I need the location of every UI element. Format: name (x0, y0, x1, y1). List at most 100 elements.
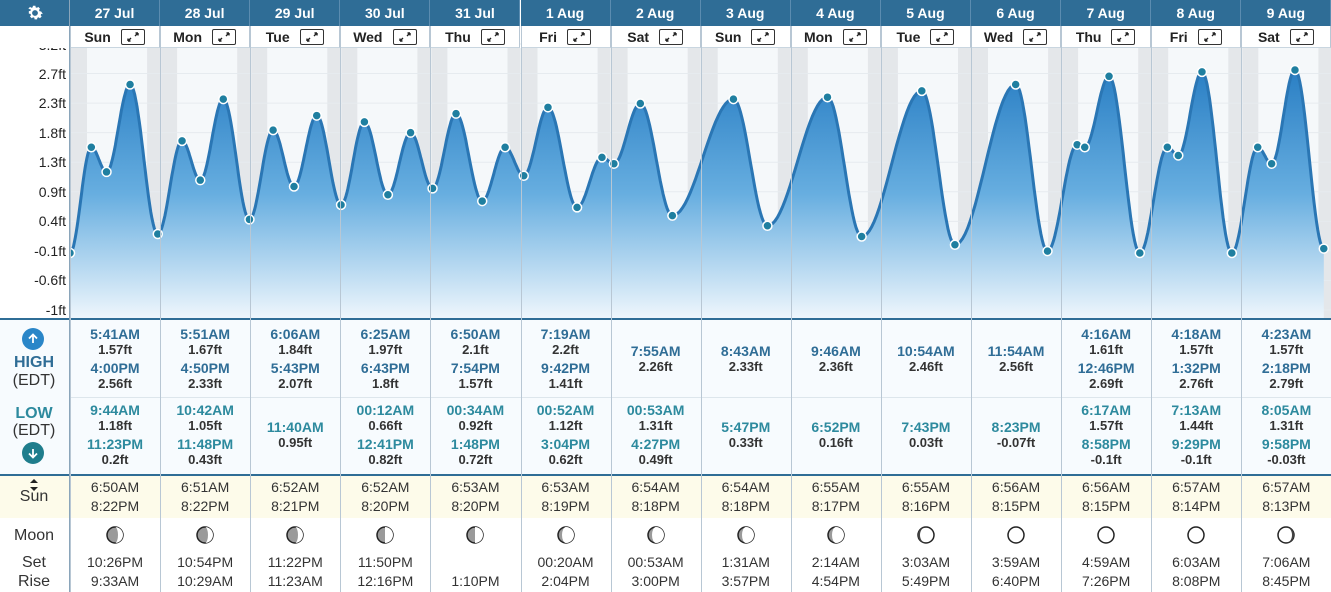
sunset-time: 8:17PM (811, 498, 860, 514)
tide-point[interactable] (1318, 243, 1330, 254)
day-of-week: Tue (265, 28, 290, 45)
tide-point[interactable] (124, 79, 136, 90)
expand-day-button[interactable] (480, 28, 505, 45)
tide-point[interactable] (608, 158, 620, 169)
high-tide-time: 5:41AM (90, 326, 140, 342)
tide-point[interactable] (1010, 79, 1021, 90)
expand-day-button[interactable] (212, 28, 237, 45)
tide-point[interactable] (1196, 66, 1208, 78)
day-date-header[interactable]: 2 Aug (610, 0, 701, 26)
expand-day-button[interactable] (299, 28, 324, 45)
tide-point[interactable] (359, 116, 370, 128)
day-date-header[interactable]: 31 Jul (430, 0, 521, 26)
tide-point[interactable] (450, 108, 462, 119)
day-date-header[interactable]: 7 Aug (1061, 0, 1152, 26)
tide-point[interactable] (1162, 141, 1173, 153)
moonrise-time: 8:45PM (1262, 573, 1311, 589)
day-date-header[interactable]: 9 Aug (1241, 0, 1331, 26)
day-date-header[interactable]: 6 Aug (971, 0, 1062, 26)
tide-point[interactable] (1134, 247, 1146, 259)
low-tide-time: 8:58PM (1081, 436, 1131, 452)
tide-point[interactable] (427, 183, 438, 194)
tide-point[interactable] (1103, 71, 1115, 82)
arrow-up-icon (28, 333, 38, 343)
tide-point[interactable] (728, 93, 739, 105)
sunrise-time: 6:52AM (361, 479, 410, 495)
day-date-header[interactable]: 30 Jul (340, 0, 431, 26)
y-tick-label: -1ft (45, 302, 66, 318)
tide-point[interactable] (244, 214, 255, 225)
expand-day-button[interactable] (392, 28, 417, 45)
low-scroll-button[interactable] (22, 442, 44, 464)
tide-point[interactable] (405, 127, 416, 138)
tide-point[interactable] (856, 231, 867, 242)
low-tide-time: 12:41PM (356, 436, 414, 452)
expand-day-button[interactable] (120, 28, 145, 45)
tide-point[interactable] (571, 202, 583, 213)
y-tick-label: 0.4ft (38, 213, 66, 230)
tide-point[interactable] (476, 195, 488, 207)
day-date-header[interactable]: 5 Aug (880, 0, 971, 26)
expand-day-button[interactable] (1289, 28, 1314, 45)
tide-point[interactable] (667, 210, 678, 221)
day-date-header[interactable]: 1 Aug (520, 0, 611, 26)
moonset-time: 11:50PM (357, 554, 413, 570)
tide-point[interactable] (176, 135, 188, 147)
day-date-header[interactable]: 29 Jul (250, 0, 341, 26)
tide-point[interactable] (542, 102, 554, 113)
tide-point[interactable] (916, 85, 928, 97)
expand-day-button[interactable] (842, 28, 867, 45)
tide-point[interactable] (1252, 141, 1263, 153)
day-date-header[interactable]: 3 Aug (700, 0, 791, 26)
tide-point[interactable] (152, 228, 164, 240)
tide-point[interactable] (218, 93, 229, 105)
tide-point[interactable] (1226, 247, 1238, 259)
low-tide-time: 00:53AM (626, 402, 685, 418)
tide-point[interactable] (949, 239, 961, 251)
tide-point[interactable] (1173, 150, 1184, 161)
tide-point[interactable] (635, 98, 646, 109)
tide-point[interactable] (518, 170, 530, 181)
tide-point[interactable] (1266, 158, 1277, 169)
expand-day-button[interactable] (566, 28, 591, 45)
tide-point[interactable] (596, 152, 608, 163)
tide-point[interactable] (822, 91, 833, 103)
expand-day-button[interactable] (1111, 28, 1136, 45)
expand-day-button[interactable] (1023, 28, 1048, 45)
expand-day-button[interactable] (659, 28, 684, 45)
expand-icon (1029, 31, 1041, 42)
day-date-header[interactable]: 27 Jul (70, 0, 161, 26)
tide-point[interactable] (311, 110, 322, 121)
day-date-header[interactable]: 4 Aug (790, 0, 881, 26)
tide-point[interactable] (1289, 64, 1301, 76)
tide-point[interactable] (86, 141, 97, 153)
low-timezone: (EDT) (12, 422, 56, 439)
high-tide-time: 12:46PM (1077, 360, 1135, 376)
expand-day-button[interactable] (1197, 28, 1222, 45)
high-tide-height: 2.46ft (908, 359, 943, 374)
expand-day-button[interactable] (751, 28, 776, 45)
tide-point[interactable] (288, 181, 300, 192)
tide-point[interactable] (499, 141, 511, 153)
day-date-header[interactable]: 8 Aug (1151, 0, 1242, 26)
moonset-time: 00:20AM (537, 554, 594, 570)
tide-point[interactable] (1079, 141, 1091, 153)
settings-button[interactable] (0, 0, 70, 26)
first-quarter-icon (375, 525, 395, 545)
tide-point[interactable] (195, 174, 206, 186)
low-tide-height: -0.1ft (1090, 452, 1122, 467)
tide-point[interactable] (1042, 245, 1053, 257)
high-tide-height: 1.97ft (368, 342, 403, 357)
high-scroll-button[interactable] (22, 328, 44, 350)
day-date-header[interactable]: 28 Jul (160, 0, 251, 26)
moonrise-label: Rise (17, 573, 50, 590)
day-of-week: Sat (1257, 28, 1280, 45)
tide-point[interactable] (267, 124, 279, 136)
tide-point[interactable] (382, 189, 394, 200)
tide-point[interactable] (762, 220, 773, 232)
tide-point[interactable] (101, 166, 112, 178)
day-of-week: Tue (896, 28, 921, 45)
expand-day-button[interactable] (930, 28, 955, 45)
